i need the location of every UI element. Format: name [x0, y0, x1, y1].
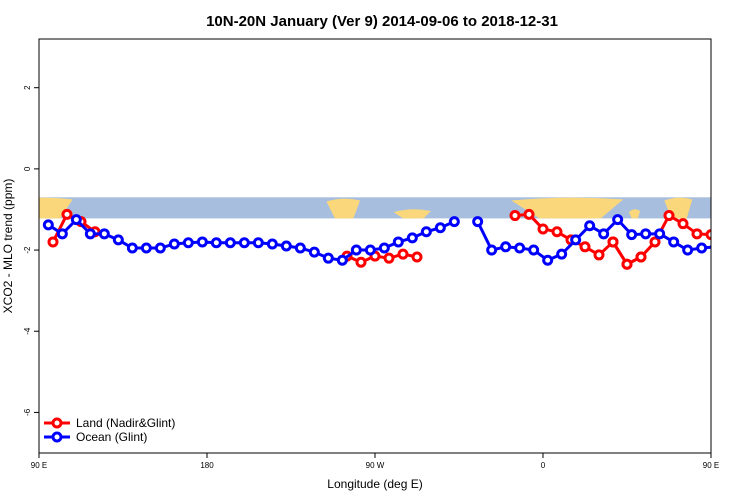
ocean-point — [500, 241, 512, 253]
legend: Land (Nadir&Glint) Ocean (Glint) — [44, 416, 175, 444]
ocean-point — [294, 242, 306, 254]
y-axis: 2 0 -2 -4 -6 — [23, 85, 39, 416]
y-tick-label: -4 — [23, 327, 32, 335]
ocean-point — [570, 234, 582, 246]
ocean-point — [70, 214, 82, 226]
ocean-point — [448, 216, 460, 228]
land-point — [649, 236, 661, 248]
land-point — [509, 210, 521, 222]
ocean-point — [696, 242, 708, 254]
ocean-point — [378, 242, 390, 254]
ocean-point — [514, 242, 526, 254]
land-point — [677, 218, 689, 230]
land-point — [705, 229, 711, 241]
x-tick-label: 90 E — [703, 461, 719, 470]
land-point — [383, 252, 395, 264]
legend-marker-ocean — [51, 431, 63, 443]
ocean-point — [182, 237, 194, 249]
ocean-point — [420, 226, 432, 238]
ocean-point — [612, 214, 624, 226]
land-point — [635, 251, 647, 263]
land-central-america — [326, 198, 361, 219]
land-point — [411, 251, 423, 263]
ocean-point — [210, 237, 222, 249]
land-caribbean — [393, 209, 431, 219]
ocean-point — [126, 242, 138, 254]
ocean-point — [154, 242, 166, 254]
ocean-point — [626, 229, 638, 241]
land-point — [61, 208, 73, 220]
land-series-line — [611, 214, 711, 266]
x-tick-label: 90 E — [31, 461, 47, 470]
ocean-point — [56, 228, 68, 240]
ocean-point — [280, 240, 292, 252]
ocean-point — [710, 243, 711, 250]
ocean-point — [392, 236, 404, 248]
ocean-point — [528, 244, 540, 256]
legend-label-ocean: Ocean (Glint) — [76, 430, 147, 444]
land-point — [663, 210, 675, 222]
land-point — [523, 208, 535, 220]
ocean-point — [252, 237, 264, 249]
legend-label-land: Land (Nadir&Glint) — [76, 416, 175, 430]
ocean-point — [364, 244, 376, 256]
land-point — [691, 228, 703, 240]
y-axis-label: XCO2 - MLO trend (ppm) — [1, 179, 15, 314]
land-philippines — [718, 208, 746, 218]
land-point — [579, 241, 591, 253]
ocean-point — [406, 232, 418, 244]
legend-marker-land — [51, 417, 63, 429]
ocean-point — [168, 238, 180, 250]
ocean-point — [196, 236, 208, 248]
y-tick-label: -2 — [23, 246, 32, 254]
land-point — [47, 236, 59, 248]
ocean-point — [434, 222, 446, 234]
y-tick-label: 0 — [23, 166, 32, 171]
x-axis-label: Longitude (deg E) — [327, 477, 422, 491]
land-point — [593, 249, 605, 261]
land-point — [537, 223, 549, 235]
map-band — [39, 197, 746, 219]
land-india-indochina — [39, 197, 73, 219]
land-africa — [511, 197, 624, 219]
ocean-point — [668, 236, 680, 248]
x-tick-label: 90 W — [366, 461, 385, 470]
ocean-point — [308, 246, 320, 258]
ocean-point — [486, 244, 498, 256]
ocean-point — [350, 244, 362, 256]
ocean-point — [542, 254, 554, 266]
land-point — [607, 236, 619, 248]
series-layer — [42, 208, 711, 270]
ocean-point — [556, 248, 568, 260]
land-point — [355, 256, 367, 268]
ocean-point — [336, 254, 348, 266]
chart-title: 10N-20N January (Ver 9) 2014-09-06 to 20… — [206, 13, 558, 30]
y-tick-label: -6 — [23, 408, 32, 416]
ocean-point — [112, 234, 124, 246]
ocean-point — [654, 228, 666, 240]
ocean-point — [472, 216, 484, 228]
ocean-point — [98, 228, 110, 240]
x-axis: 90 E 180 90 W 0 90 E — [31, 453, 719, 470]
x-tick-label: 0 — [541, 461, 546, 470]
plot-area — [38, 38, 746, 454]
ocean-point — [266, 238, 278, 250]
ocean-point — [598, 228, 610, 240]
x-tick-label: 180 — [200, 461, 214, 470]
ocean-point — [682, 244, 694, 256]
ocean-point — [584, 220, 596, 232]
ocean-point — [140, 242, 152, 254]
land-point — [551, 226, 563, 238]
ocean-point — [322, 252, 334, 264]
ocean-point — [42, 219, 54, 231]
ocean-point — [640, 228, 652, 240]
ocean-point — [84, 228, 96, 240]
land-point — [621, 258, 633, 270]
land-arabia — [628, 209, 641, 219]
ocean-point — [224, 237, 236, 249]
y-tick-label: 2 — [23, 85, 32, 90]
land-point — [397, 248, 409, 260]
ocean-point — [238, 237, 250, 249]
